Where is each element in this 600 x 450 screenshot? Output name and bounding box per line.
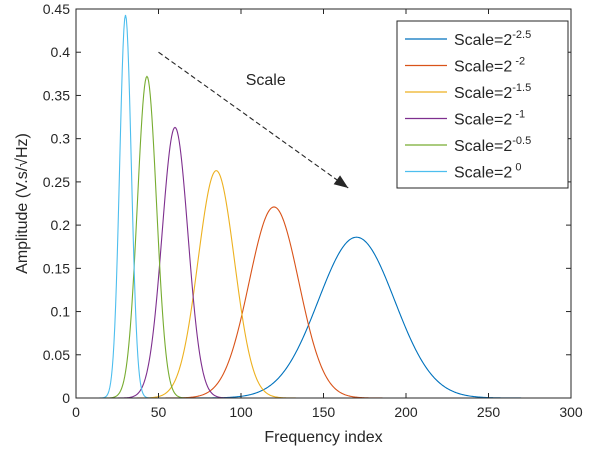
legend-entry-2: Scale=2-1.5 [454, 82, 531, 102]
legend-label-exponent: -0.5 [512, 135, 531, 147]
x-tick-label: 250 [477, 404, 501, 420]
legend-label-base: Scale=2 [454, 112, 512, 129]
y-tick-label: 0.3 [51, 131, 71, 147]
y-tick-label: 0.45 [43, 1, 70, 17]
series-line-4 [76, 75, 571, 398]
legend-label-exponent: -2.5 [512, 29, 531, 41]
axes: 0 50 100 150 200 250 300 0 0.05 0.1 0.15 0.2 0.25 0.3… [14, 1, 583, 446]
y-tick-label: 0 [62, 390, 70, 406]
series-line-3 [76, 126, 571, 398]
series-line-1 [76, 206, 571, 398]
series-line-2 [76, 170, 571, 398]
x-tick-label: 200 [394, 404, 418, 420]
scale-annotation: Scale [246, 72, 286, 89]
x-tick-label: 0 [72, 404, 80, 420]
y-axis-label: Amplitude (V.s/√Hz) [14, 133, 31, 274]
legend-label-base: Scale=2 [454, 165, 512, 182]
y-tick-label: 0.1 [51, 304, 71, 320]
legend-label-base: Scale=2 [454, 32, 512, 49]
legend-label-base: Scale=2 [454, 138, 512, 155]
y-tick-label: 0.35 [43, 87, 70, 103]
legend-entry-3: Scale=2 -1 [454, 109, 525, 129]
legend-label-base: Scale=2 [454, 85, 512, 102]
legend-entry-4: Scale=2-0.5 [454, 135, 531, 155]
x-tick-label: 300 [559, 404, 583, 420]
x-axis-label: Frequency index [264, 429, 382, 446]
y-tick-label: 0.25 [43, 174, 70, 190]
x-tick-label: 100 [229, 404, 253, 420]
legend-label-base: Scale=2 [454, 59, 512, 76]
legend-label-exponent: 0 [512, 162, 521, 174]
scale-arrow-head [333, 175, 349, 188]
scale-arrow-line [158, 51, 349, 189]
y-tick-label: 0.2 [51, 217, 71, 233]
y-tick-label: 0.05 [43, 347, 70, 363]
series-line-0 [76, 236, 571, 398]
annotations: Scale [158, 51, 349, 189]
legend-label-exponent: -1 [512, 109, 525, 121]
legend-label-exponent: -2 [512, 56, 525, 68]
legend-box [396, 20, 569, 189]
y-tick-label: 0.15 [43, 260, 70, 276]
legend-entry-1: Scale=2 -2 [454, 56, 525, 76]
x-tick-label: 150 [312, 404, 336, 420]
legend-entry-5: Scale=2 0 [454, 162, 521, 182]
y-tick-label: 0.4 [51, 44, 71, 60]
legend-label-exponent: -1.5 [512, 82, 531, 94]
legend-entry-0: Scale=2-2.5 [454, 29, 531, 49]
x-tick-label: 50 [151, 404, 167, 420]
